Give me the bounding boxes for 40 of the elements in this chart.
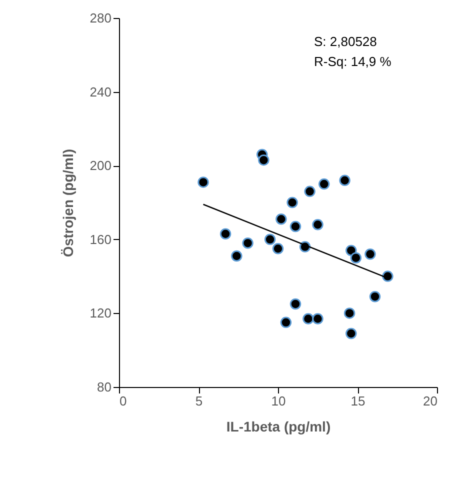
- point: [364, 248, 376, 260]
- point: [276, 213, 287, 225]
- y-tick-label: 80: [97, 380, 112, 394]
- point: [286, 196, 298, 208]
- y-tick-label: 240: [90, 84, 112, 100]
- point: [220, 228, 232, 240]
- point: [302, 313, 314, 324]
- x-tick-label: 20: [423, 394, 438, 408]
- point: [264, 234, 276, 246]
- y-tick-label: 200: [90, 158, 112, 174]
- y-axis-title: Östrojen (pg/ml): [60, 148, 76, 258]
- y-tick-label: 120: [90, 306, 112, 321]
- point: [198, 176, 209, 188]
- point: [339, 174, 350, 186]
- annotation: S: 2,80528: [314, 34, 377, 49]
- point: [312, 313, 324, 324]
- point: [312, 219, 324, 230]
- point: [290, 220, 302, 232]
- point: [231, 250, 242, 262]
- point: [350, 252, 362, 264]
- x-tick-label: 0: [120, 394, 127, 408]
- x-tick-label: 15: [350, 394, 366, 408]
- point: [272, 243, 284, 254]
- point: [242, 237, 254, 249]
- x-axis-title: IL-1beta (pg/ml): [226, 418, 331, 434]
- point: [258, 154, 270, 166]
- point: [290, 298, 302, 310]
- y-tick-label: 280: [90, 10, 112, 26]
- x-tick-label: 10: [271, 394, 286, 408]
- point: [346, 328, 357, 340]
- point: [369, 290, 381, 302]
- point: [304, 186, 316, 198]
- point: [318, 178, 330, 190]
- point: [280, 316, 292, 328]
- point: [382, 270, 394, 282]
- point: [346, 244, 357, 256]
- point: [344, 308, 356, 319]
- x-tick-label: 5: [195, 394, 203, 408]
- y-tick-label: 160: [90, 232, 112, 247]
- annotation: R-Sq: 14,9 %: [314, 54, 392, 69]
